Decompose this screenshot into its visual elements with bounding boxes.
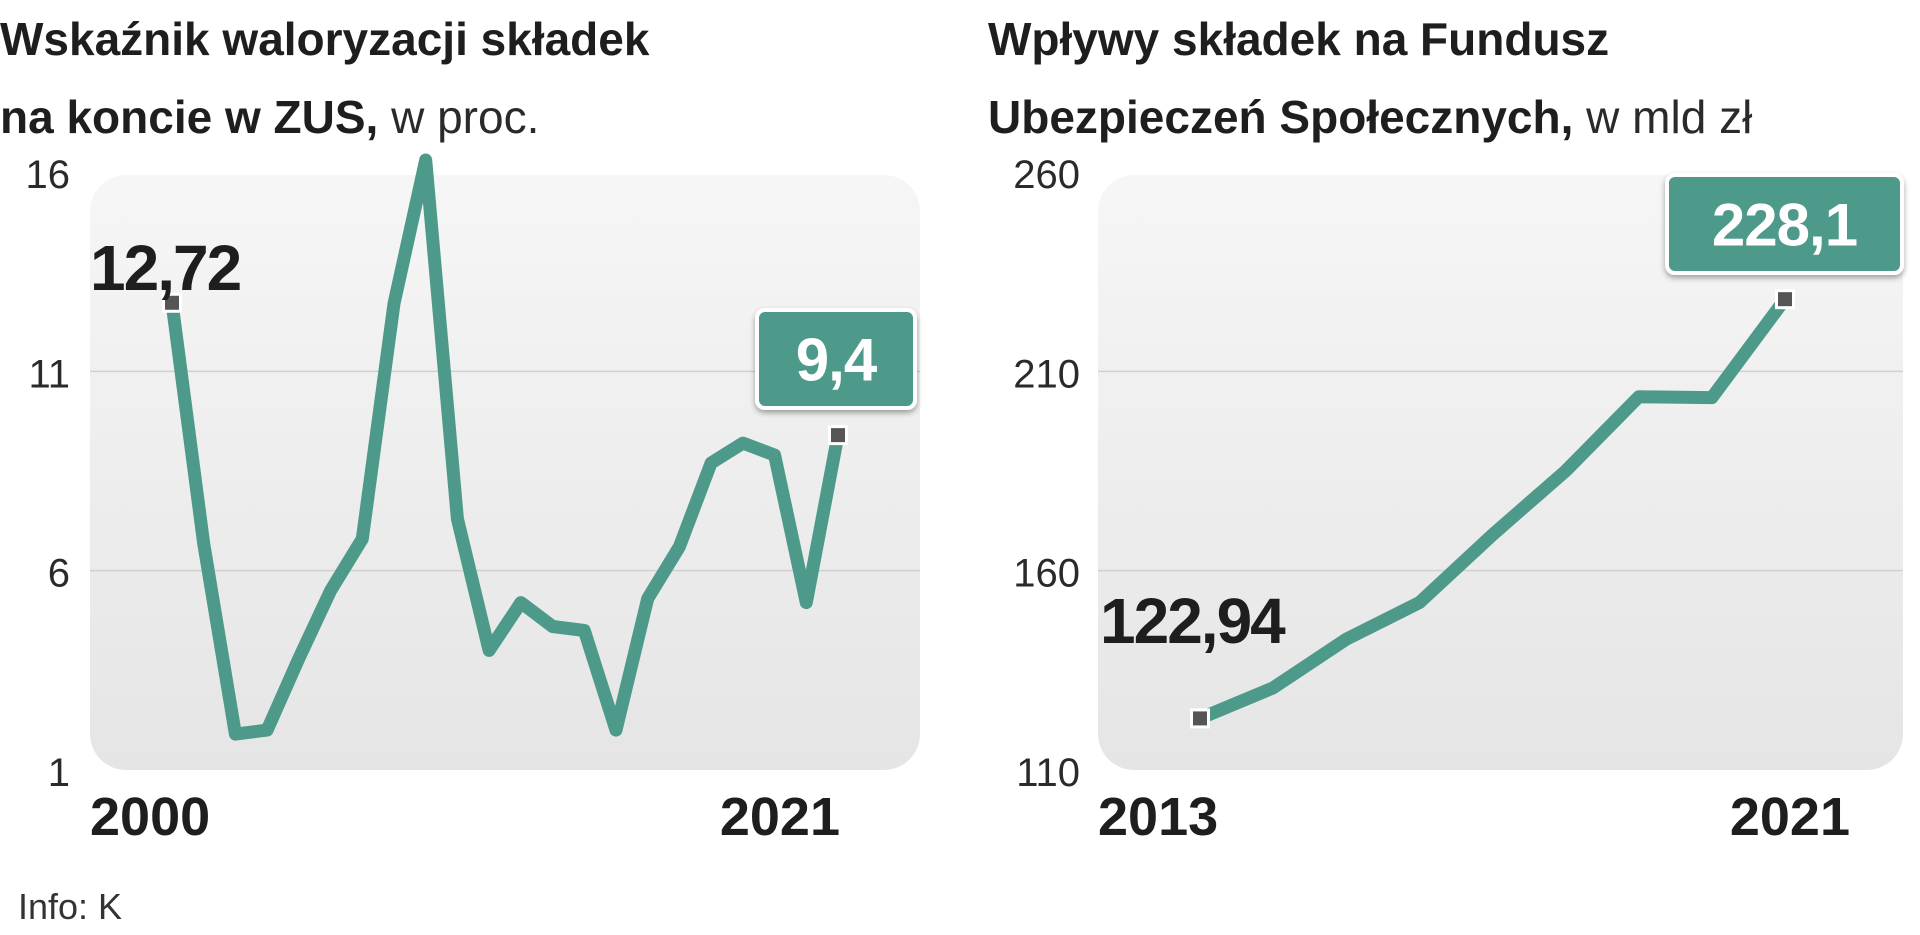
chart1-unit: w proc. xyxy=(391,91,540,143)
chart2-ytick-label: 160 xyxy=(1013,552,1080,596)
chart2-xtick-label: 2021 xyxy=(1730,787,1850,847)
chart1-end-value-box xyxy=(755,308,917,410)
chart2-end-value-label: 228,1 xyxy=(1712,192,1857,259)
chart1-series-line xyxy=(165,153,845,741)
chart1-ytick-label: 11 xyxy=(28,352,70,396)
chart2-ytick-label: 210 xyxy=(1013,352,1080,396)
chart1-title: Wskaźnik waloryzacji składek na koncie w… xyxy=(0,0,649,156)
chart2-title-line2: Ubezpieczeń Społecznych, xyxy=(988,91,1574,143)
chart1-start-value-label: 12,72 xyxy=(90,232,241,304)
chart2-start-value-label: 122,94 xyxy=(1100,585,1286,657)
chart2-ytick-label: 260 xyxy=(1013,153,1080,197)
source-note: Info: K xyxy=(18,886,123,927)
chart2-xtick-label: 2013 xyxy=(1098,787,1218,847)
chart2-unit: w mld zł xyxy=(1586,91,1753,143)
chart1-ytick-label: 16 xyxy=(26,153,71,197)
chart2-ytick-label: 110 xyxy=(1016,751,1080,795)
chart2-start-marker xyxy=(1193,711,1207,726)
chart1-end-value-label: 9,4 xyxy=(796,327,878,394)
chart2: 260 210 160 110 2013 2021 122,94 228,1 xyxy=(1013,153,1904,847)
chart1: 16 11 6 1 2000 2021 12,72 9,4 xyxy=(26,153,920,847)
chart1-ytick-label: 6 xyxy=(48,552,70,596)
chart1-title-line2: na koncie w ZUS, xyxy=(0,91,379,143)
chart2-plot-area xyxy=(1098,175,1903,770)
chart1-title-line1: Wskaźnik waloryzacji składek xyxy=(0,13,650,65)
chart2-end-marker xyxy=(1778,292,1792,307)
chart2-title-line1: Wpływy składek na Fundusz xyxy=(988,13,1610,65)
chart1-xtick-label: 2021 xyxy=(720,787,840,847)
chart1-xtick-label: 2000 xyxy=(90,787,210,847)
chart2-end-value-box xyxy=(1665,173,1904,275)
chart2-title: Wpływy składek na Fundusz Ubezpieczeń Sp… xyxy=(988,0,1752,156)
chart1-end-marker xyxy=(831,428,845,443)
chart1-start-marker xyxy=(165,295,179,310)
chart2-series-line xyxy=(1193,292,1792,725)
chart1-ytick-label: 1 xyxy=(48,751,70,795)
chart1-plot-area xyxy=(90,175,920,770)
